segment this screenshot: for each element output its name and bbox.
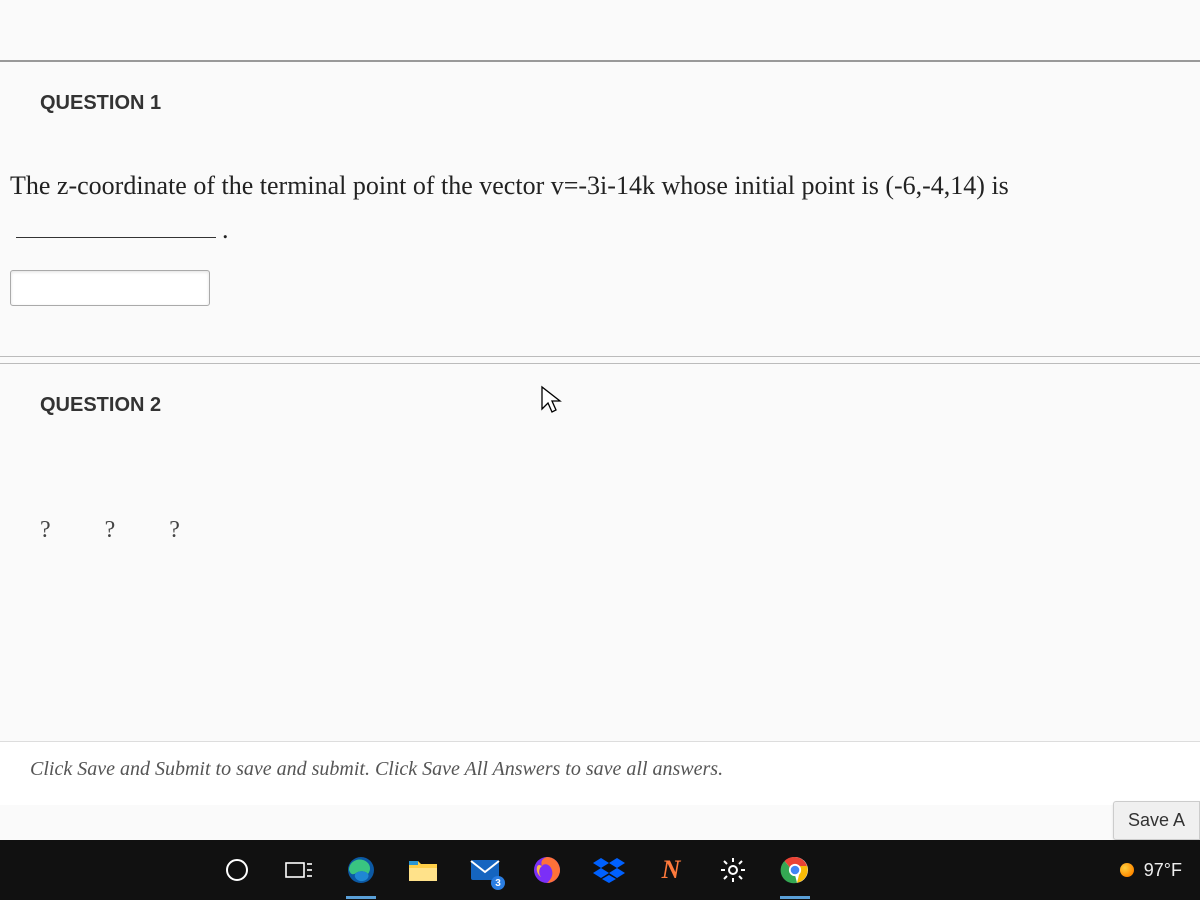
- save-all-button[interactable]: Save A: [1113, 801, 1200, 840]
- footer-hint: Click Save and Submit to save and submit…: [0, 741, 1200, 805]
- firefox-icon[interactable]: [530, 853, 564, 887]
- file-explorer-icon[interactable]: [406, 853, 440, 887]
- weather-temp[interactable]: 97°F: [1144, 860, 1182, 881]
- mail-icon[interactable]: 3: [468, 853, 502, 887]
- answer-blank-line: [16, 207, 216, 238]
- question-2-partial-marks: ? ? ?: [0, 517, 1200, 544]
- chrome-active-underline: [780, 896, 810, 899]
- q1-vector: v=-3i-14k: [551, 171, 655, 200]
- edge-active-underline: [346, 896, 376, 899]
- chrome-icon[interactable]: [778, 853, 812, 887]
- weather-icon: [1120, 863, 1134, 877]
- cortana-icon[interactable]: [220, 853, 254, 887]
- q1-text-part2: whose initial point is (-6,-4,14) is: [655, 171, 1009, 200]
- question-2-block: QUESTION 2: [0, 364, 1200, 487]
- q1-period: .: [222, 215, 229, 244]
- task-view-icon[interactable]: [282, 853, 316, 887]
- question-1-block: QUESTION 1 The z-coordinate of the termi…: [0, 62, 1200, 326]
- q1-text-part1: The z-coordinate of the terminal point o…: [10, 171, 551, 200]
- mail-badge: 3: [491, 876, 505, 890]
- question-1-body: The z-coordinate of the terminal point o…: [10, 165, 1160, 306]
- n-app-icon[interactable]: N: [654, 853, 688, 887]
- question-1-header: QUESTION 1: [40, 92, 1160, 115]
- dropbox-icon[interactable]: [592, 853, 626, 887]
- answer-input[interactable]: [10, 270, 210, 306]
- settings-icon[interactable]: [716, 853, 750, 887]
- question-2-header: QUESTION 2: [40, 394, 1160, 417]
- taskbar: 3 N: [0, 840, 1200, 900]
- question-divider-1: [0, 356, 1200, 357]
- taskbar-right: 97°F: [1120, 840, 1182, 900]
- edge-icon[interactable]: [344, 853, 378, 887]
